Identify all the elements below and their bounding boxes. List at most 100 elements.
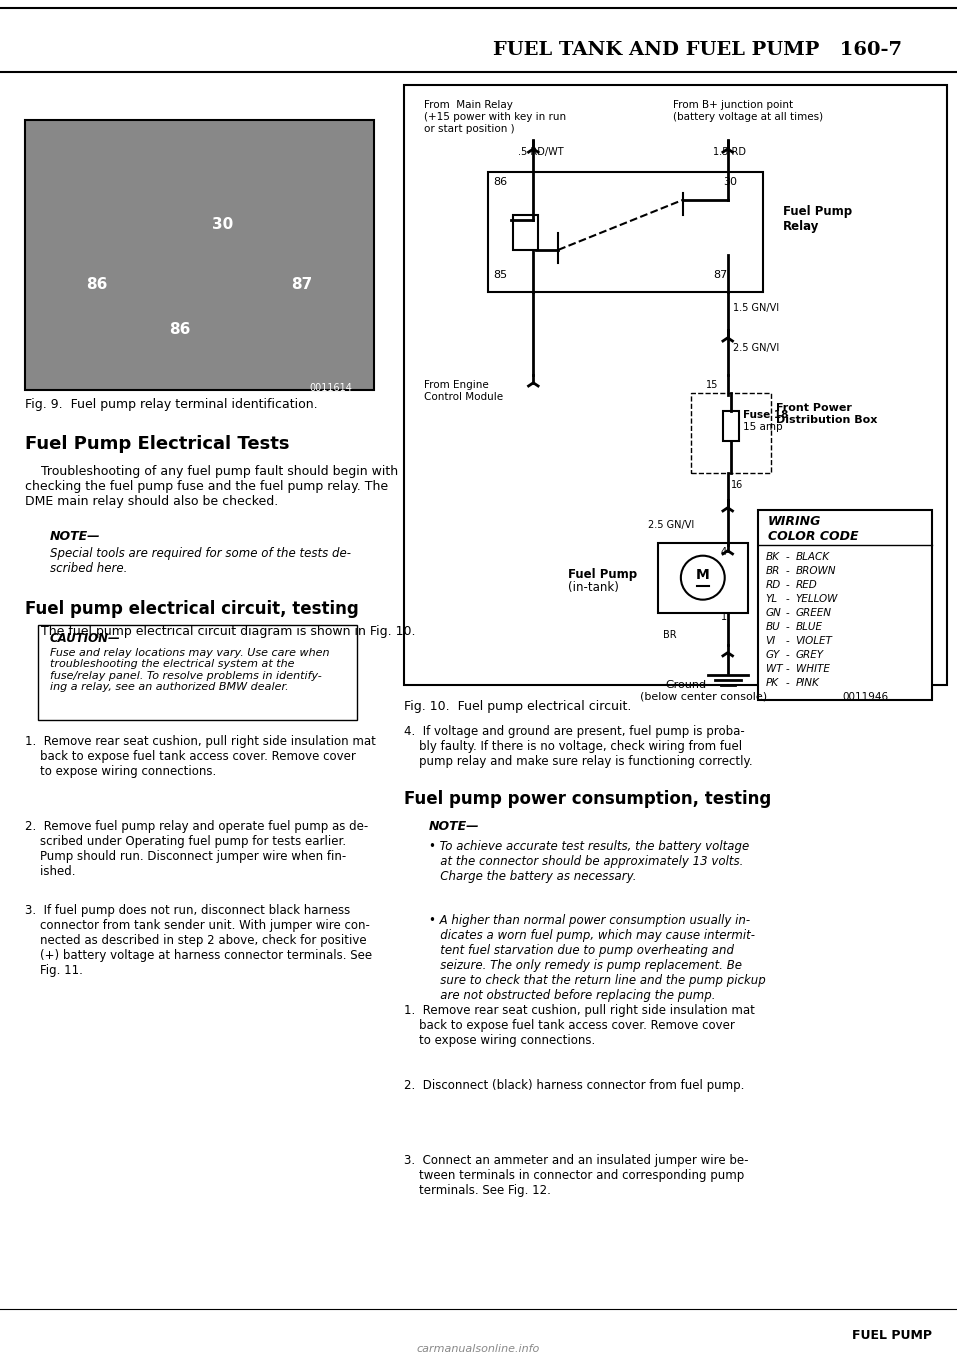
Bar <box>514 214 539 250</box>
Text: PINK: PINK <box>796 677 819 688</box>
Text: YELLOW: YELLOW <box>796 593 838 604</box>
Text: The fuel pump electrical circuit diagram is shown in Fig. 10.: The fuel pump electrical circuit diagram… <box>25 624 416 638</box>
Text: BU: BU <box>766 622 780 631</box>
Text: Distribution Box: Distribution Box <box>776 415 876 425</box>
Text: 86: 86 <box>86 277 108 292</box>
Text: Fig. 9.  Fuel pump relay terminal identification.: Fig. 9. Fuel pump relay terminal identif… <box>25 398 318 411</box>
Text: 3.  If fuel pump does not run, disconnect black harness
    connector from tank : 3. If fuel pump does not run, disconnect… <box>25 905 372 977</box>
Bar <box>757 510 932 700</box>
Text: 15 amp: 15 amp <box>743 422 782 432</box>
Bar <box>658 543 748 612</box>
Text: 30: 30 <box>211 217 233 232</box>
Text: YL: YL <box>766 593 778 604</box>
Text: Fuel Pump: Fuel Pump <box>782 205 852 218</box>
Text: NOTE—: NOTE— <box>50 529 101 543</box>
Text: 2.5 GN/VI: 2.5 GN/VI <box>648 520 694 529</box>
Text: (+15 power with key in run: (+15 power with key in run <box>423 111 565 122</box>
Text: (in-tank): (in-tank) <box>568 581 619 593</box>
Text: FUEL PUMP: FUEL PUMP <box>852 1330 932 1342</box>
Text: WIRING: WIRING <box>768 514 821 528</box>
Text: -: - <box>785 677 789 688</box>
Text: 1.  Remove rear seat cushion, pull right side insulation mat
    back to expose : 1. Remove rear seat cushion, pull right … <box>25 734 375 778</box>
Text: 2.5 GN/VI: 2.5 GN/VI <box>732 343 779 353</box>
Text: -: - <box>785 664 789 673</box>
Text: Control Module: Control Module <box>423 392 503 402</box>
Text: (below center console): (below center console) <box>640 692 767 702</box>
Text: M: M <box>696 567 709 582</box>
Text: 4.  If voltage and ground are present, fuel pump is proba-
    bly faulty. If th: 4. If voltage and ground are present, fu… <box>404 725 753 768</box>
Text: -: - <box>785 622 789 631</box>
Text: GREY: GREY <box>796 650 824 660</box>
Text: Troubleshooting of any fuel pump fault should begin with
checking the fuel pump : Troubleshooting of any fuel pump fault s… <box>25 464 398 508</box>
Text: From  Main Relay: From Main Relay <box>423 100 513 110</box>
Text: 1.5 RD: 1.5 RD <box>712 147 746 157</box>
Circle shape <box>681 555 725 600</box>
Text: 85: 85 <box>192 402 213 417</box>
Text: • To achieve accurate test results, the battery voltage
   at the connector shou: • To achieve accurate test results, the … <box>429 840 749 882</box>
Text: 2.  Remove fuel pump relay and operate fuel pump as de-
    scribed under Operat: 2. Remove fuel pump relay and operate fu… <box>25 820 369 878</box>
Text: WT: WT <box>766 664 782 673</box>
Text: NOTE—: NOTE— <box>429 820 479 833</box>
Text: 30: 30 <box>723 176 736 187</box>
Text: Fuel Pump: Fuel Pump <box>568 567 637 581</box>
Text: 87: 87 <box>292 277 313 292</box>
Text: From B+ junction point: From B+ junction point <box>673 100 793 110</box>
Text: CAUTION—: CAUTION— <box>50 631 121 645</box>
Text: 16: 16 <box>731 480 743 490</box>
Text: Relay: Relay <box>782 220 819 233</box>
Text: Fuel pump electrical circuit, testing: Fuel pump electrical circuit, testing <box>25 600 359 617</box>
Text: PK: PK <box>766 677 779 688</box>
Text: 1.5 GN/VI: 1.5 GN/VI <box>732 303 779 313</box>
Text: GREEN: GREEN <box>796 608 831 617</box>
Bar <box>723 411 738 441</box>
Text: 0011946: 0011946 <box>842 692 889 702</box>
Text: (battery voltage at all times): (battery voltage at all times) <box>673 111 823 122</box>
Text: -: - <box>785 608 789 617</box>
Text: -: - <box>785 650 789 660</box>
Text: 85: 85 <box>493 270 508 280</box>
Text: BK: BK <box>766 552 780 562</box>
Text: Ground: Ground <box>665 680 706 689</box>
Text: GY: GY <box>766 650 780 660</box>
Text: .5 RD/WT: .5 RD/WT <box>518 147 564 157</box>
Bar <box>404 85 947 685</box>
Text: VI: VI <box>766 635 776 646</box>
Text: BR: BR <box>663 630 677 639</box>
Text: WHITE: WHITE <box>796 664 829 673</box>
Text: 4: 4 <box>721 547 727 556</box>
Text: 15: 15 <box>707 380 719 389</box>
Text: -: - <box>785 635 789 646</box>
Text: Fuse 18: Fuse 18 <box>743 410 788 419</box>
Text: RD: RD <box>766 579 780 590</box>
Bar <box>691 392 771 472</box>
Text: 87: 87 <box>712 270 727 280</box>
Bar <box>25 119 373 389</box>
Text: COLOR CODE: COLOR CODE <box>768 529 858 543</box>
Text: From Engine: From Engine <box>423 380 489 389</box>
Text: 86: 86 <box>493 176 508 187</box>
Bar <box>37 624 357 719</box>
Text: -: - <box>785 579 789 590</box>
Text: 3.  Connect an ammeter and an insulated jumper wire be-
    tween terminals in c: 3. Connect an ammeter and an insulated j… <box>404 1155 748 1197</box>
Text: 1.  Remove rear seat cushion, pull right side insulation mat
    back to expose : 1. Remove rear seat cushion, pull right … <box>404 1004 755 1048</box>
Text: -: - <box>785 566 789 575</box>
Text: BLUE: BLUE <box>796 622 823 631</box>
Text: -: - <box>785 552 789 562</box>
Text: GN: GN <box>766 608 781 617</box>
Text: Front Power: Front Power <box>776 403 852 413</box>
Text: BROWN: BROWN <box>796 566 836 575</box>
Text: FUEL TANK AND FUEL PUMP   160-7: FUEL TANK AND FUEL PUMP 160-7 <box>493 41 902 58</box>
Text: or start position ): or start position ) <box>423 123 515 134</box>
Text: 2.  Disconnect (black) harness connector from fuel pump.: 2. Disconnect (black) harness connector … <box>404 1079 744 1092</box>
Text: Fuse and relay locations may vary. Use care when
troubleshooting the electrical : Fuse and relay locations may vary. Use c… <box>50 647 329 692</box>
Text: RED: RED <box>796 579 817 590</box>
Text: Fuel pump power consumption, testing: Fuel pump power consumption, testing <box>404 790 771 807</box>
Bar <box>489 172 762 292</box>
Text: Fuel Pump Electrical Tests: Fuel Pump Electrical Tests <box>25 434 289 453</box>
Text: Special tools are required for some of the tests de-
scribed here.: Special tools are required for some of t… <box>50 547 350 575</box>
Text: -: - <box>785 593 789 604</box>
Text: carmanualsonline.info: carmanualsonline.info <box>417 1345 540 1354</box>
Text: BLACK: BLACK <box>796 552 829 562</box>
Text: 86: 86 <box>169 323 190 338</box>
Text: 1: 1 <box>721 612 727 622</box>
